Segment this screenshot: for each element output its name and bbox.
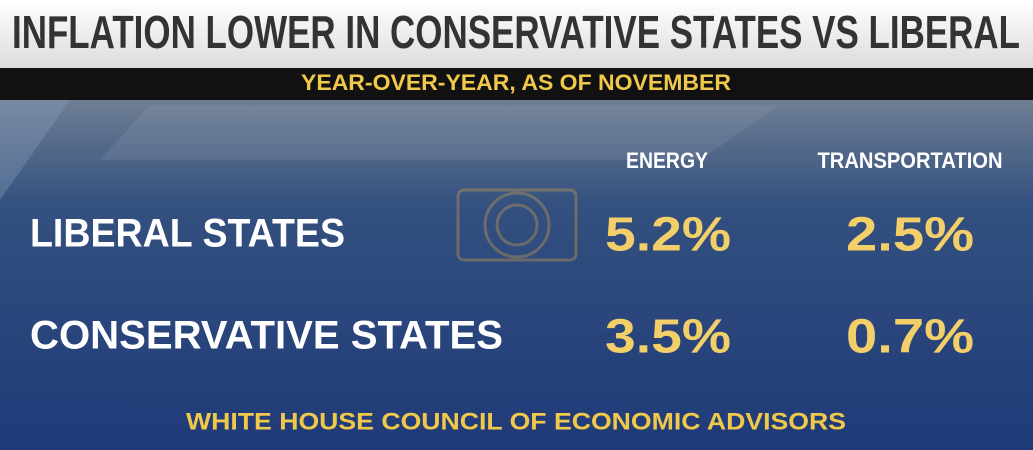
cell-value: 3.5%: [605, 311, 731, 364]
title: INFLATION LOWER IN CONSERVATIVE STATES V…: [12, 6, 1020, 58]
row-label: CONSERVATIVE STATES: [30, 314, 503, 358]
panel-shine: [100, 105, 780, 160]
cell-value: 5.2%: [605, 209, 731, 262]
watermark: [456, 188, 578, 262]
source: WHITE HOUSE COUNCIL OF ECONOMIC ADVISORS: [186, 408, 846, 435]
cell-value: 2.5%: [846, 209, 974, 262]
subtitle: YEAR-OVER-YEAR, AS OF NOVEMBER: [301, 70, 731, 95]
row-label: LIBERAL STATES: [30, 212, 345, 256]
column-header: ENERGY: [626, 148, 708, 173]
panel: [0, 100, 1033, 450]
title-band: [0, 0, 1033, 68]
subtitle-band: [0, 68, 1033, 100]
column-header: TRANSPORTATION: [818, 148, 1003, 173]
cell-value: 0.7%: [846, 311, 974, 364]
panel-shine: [0, 100, 70, 200]
